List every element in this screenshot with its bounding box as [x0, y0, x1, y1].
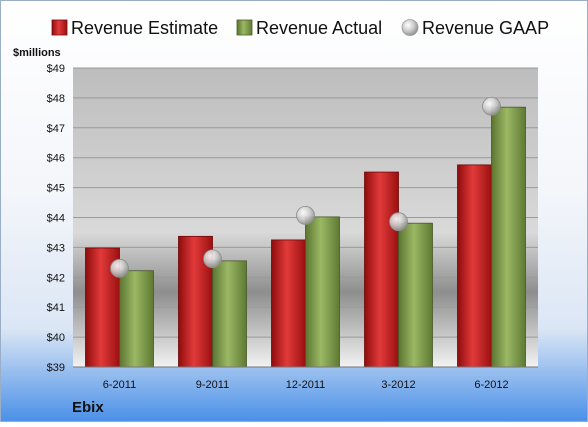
legend-label-estimate: Revenue Estimate	[71, 18, 218, 38]
y-tick-label: $42	[47, 272, 65, 284]
company-label: Ebix	[72, 399, 104, 416]
actual-bar	[491, 106, 526, 368]
x-tick-label: 9-2011	[196, 379, 229, 391]
x-tick-label: 3-2012	[381, 379, 415, 391]
y-axis-unit-label: $millions	[13, 47, 61, 59]
y-tick-label: $45	[47, 183, 65, 195]
y-tick-label: $47	[47, 123, 65, 135]
legend-item-gaap: Revenue GAAP	[401, 18, 549, 38]
y-tick-label: $40	[47, 332, 65, 344]
y-tick-label: $43	[47, 242, 65, 254]
bars	[85, 106, 526, 368]
x-tick-label: 12-2011	[286, 379, 326, 391]
estimate-bar	[457, 164, 492, 368]
gaap-marker	[296, 206, 315, 225]
y-tick-label: $39	[47, 362, 65, 374]
y-tick-label: $41	[47, 302, 65, 314]
y-tick-label: $44	[47, 213, 65, 225]
y-tick-label: $46	[47, 153, 65, 165]
legend-label-gaap: Revenue GAAP	[422, 18, 549, 38]
estimate-bar	[271, 239, 306, 368]
actual-bar	[119, 270, 154, 368]
legend-swatch-gaap	[401, 19, 419, 36]
legend-swatch-estimate	[51, 19, 68, 36]
actual-bar	[305, 216, 340, 368]
y-tick-label: $49	[47, 63, 65, 75]
gaap-marker	[110, 258, 129, 278]
legend-swatch-actual	[236, 19, 253, 36]
actual-bar	[398, 222, 433, 368]
gaap-marker	[389, 212, 408, 232]
legend-item-estimate: Revenue Estimate	[51, 18, 218, 38]
y-tick-label: $48	[47, 93, 65, 105]
gaap-markers	[110, 96, 501, 278]
gaap-marker	[482, 96, 501, 116]
actual-bar	[212, 260, 247, 368]
x-tick-label: 6-2012	[474, 379, 508, 391]
legend: Revenue Estimate Revenue Actual Revenue …	[51, 18, 549, 38]
x-tick-label: 6-2011	[103, 379, 136, 391]
legend-label-actual: Revenue Actual	[256, 18, 382, 38]
x-axis-ticks: 6-2011 9-2011 12-2011 3-2012 6-2012	[103, 379, 509, 391]
legend-item-actual: Revenue Actual	[236, 18, 382, 38]
y-axis-ticks: $39 $40 $41 $42 $43 $44 $45 $46 $47 $48 $49	[47, 63, 65, 374]
estimate-bar	[364, 171, 399, 368]
gaap-marker	[203, 249, 222, 269]
